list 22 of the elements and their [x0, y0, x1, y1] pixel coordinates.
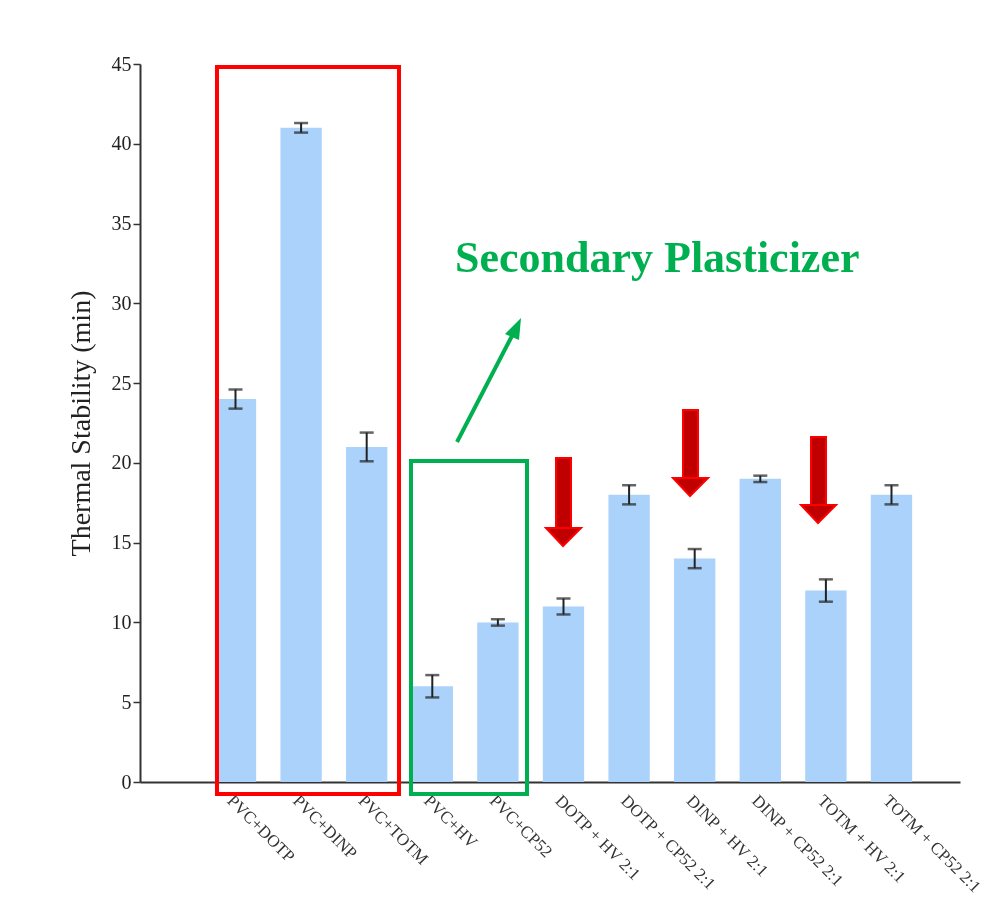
bar	[739, 478, 781, 782]
bar	[674, 558, 716, 782]
y-tick-label: 15	[111, 531, 132, 554]
y-tick-label: 25	[111, 371, 132, 394]
y-tick-label: 30	[111, 291, 132, 314]
y-tick-label: 5	[121, 690, 132, 713]
y-axis-title: Thermal Stability (min)	[64, 290, 96, 557]
annotation: Secondary Plasticizer	[455, 232, 860, 283]
bar	[805, 590, 847, 782]
bar	[280, 127, 322, 782]
y-tick-label: 20	[111, 451, 132, 474]
y-tick-label: 35	[111, 212, 132, 235]
bar	[411, 686, 453, 782]
y-tick-label: 40	[111, 132, 132, 155]
y-tick-label: 10	[111, 610, 132, 633]
bar	[477, 622, 519, 782]
y-tick-label: 0	[121, 770, 132, 793]
y-tick-label: 45	[111, 52, 132, 75]
bar	[608, 494, 650, 782]
bar	[870, 494, 913, 782]
bar	[346, 446, 388, 782]
bar	[542, 606, 585, 782]
